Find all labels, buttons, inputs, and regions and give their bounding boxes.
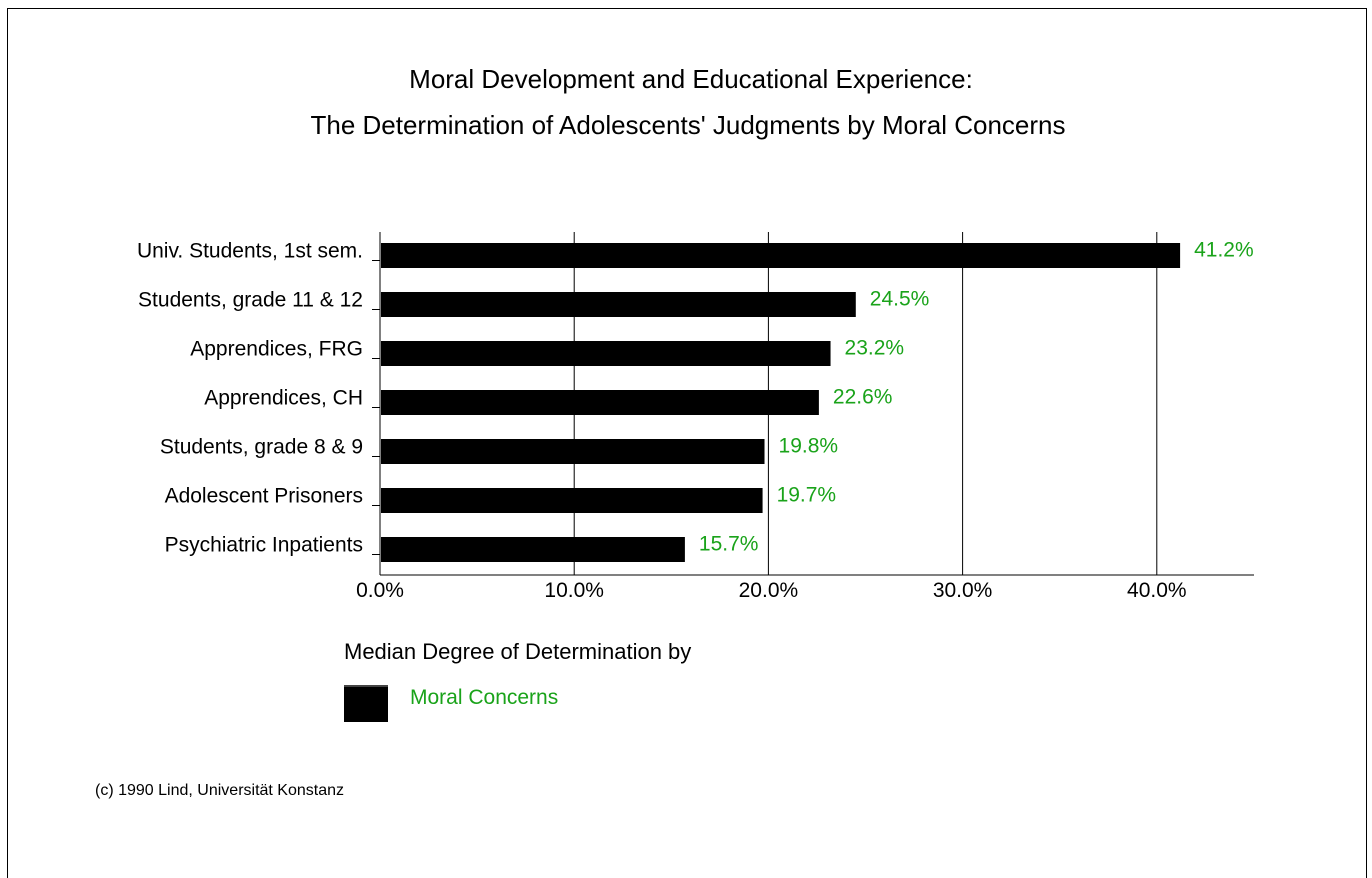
chart-title-line-1: Moral Development and Educational Experi… xyxy=(409,64,973,94)
legend-swatch xyxy=(344,685,388,722)
x-tick-label-40: 40.0% xyxy=(1127,579,1187,602)
category-label-2: Apprendices, FRG xyxy=(190,338,363,361)
bars xyxy=(381,243,1181,562)
chart-title-line-2: The Determination of Adolescents' Judgme… xyxy=(310,110,1065,140)
data-label-4: 19.8% xyxy=(779,435,839,458)
legend-label: Moral Concerns xyxy=(410,686,558,709)
bar-4 xyxy=(381,439,765,464)
bar-0 xyxy=(381,243,1181,268)
data-label-6: 15.7% xyxy=(699,533,759,556)
data-label-1: 24.5% xyxy=(870,288,930,311)
category-label-5: Adolescent Prisoners xyxy=(165,485,363,508)
data-label-5: 19.7% xyxy=(777,484,837,507)
x-tick-label-30: 30.0% xyxy=(933,579,993,602)
copyright-footer: (c) 1990 Lind, Universität Konstanz xyxy=(95,782,344,799)
axes xyxy=(372,232,1254,576)
category-label-6: Psychiatric Inpatients xyxy=(165,534,363,557)
bar-3 xyxy=(381,390,819,415)
category-label-0: Univ. Students, 1st sem. xyxy=(137,240,363,263)
bar-2 xyxy=(381,341,831,366)
category-label-1: Students, grade 11 & 12 xyxy=(138,289,363,312)
x-axis-title: Median Degree of Determination by xyxy=(344,639,691,664)
x-tick-label-20: 20.0% xyxy=(739,579,799,602)
data-label-2: 23.2% xyxy=(845,337,905,360)
data-label-0: 41.2% xyxy=(1194,239,1254,262)
x-tick-label-0: 0.0% xyxy=(356,579,404,602)
labels: 0.0% 10.0% 20.0% 30.0% 40.0% Univ. Students, … xyxy=(137,239,1254,603)
data-label-3: 22.6% xyxy=(833,386,893,409)
bar-1 xyxy=(381,292,856,317)
chart-frame xyxy=(7,8,1367,878)
bar-6 xyxy=(381,537,685,562)
category-label-4: Students, grade 8 & 9 xyxy=(160,436,363,459)
category-label-3: Apprendices, CH xyxy=(204,387,363,410)
x-tick-label-10: 10.0% xyxy=(544,579,604,602)
bar-5 xyxy=(381,488,763,513)
